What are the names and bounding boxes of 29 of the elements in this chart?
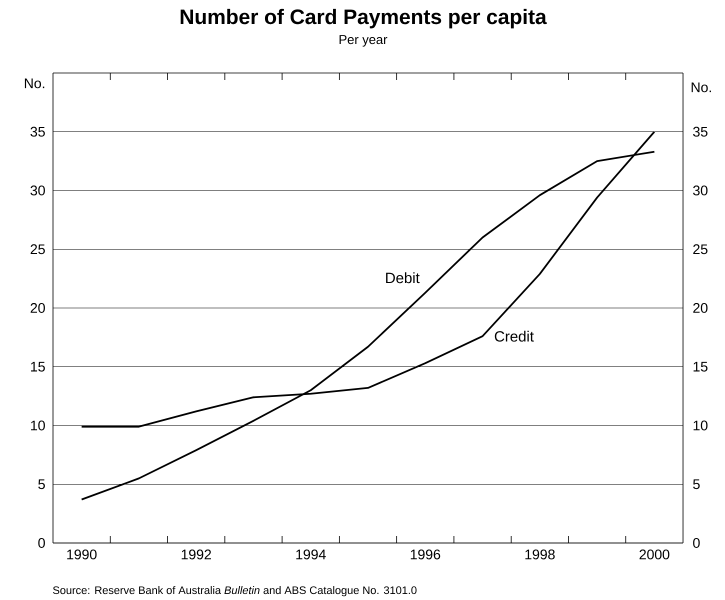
chart-title: Number of Card Payments per capita: [180, 9, 547, 29]
y-tick-label: 15: [31, 362, 45, 372]
series-label: Debit: [386, 272, 420, 284]
y-axis-title: No.: [24, 78, 44, 88]
y2-tick-label: 5: [693, 480, 700, 490]
x-tick-label: 1992: [182, 550, 211, 560]
y2-tick-label: 10: [694, 420, 708, 431]
y-tick-label: 30: [30, 186, 45, 196]
y2-tick-label: 15: [694, 362, 708, 372]
y2-axis-title: No.: [692, 82, 711, 92]
x-tick-label: 1990: [67, 550, 97, 560]
y-tick-label: 5: [38, 480, 45, 490]
y-tick-label: 0: [38, 538, 45, 548]
y-tick-label: 20: [30, 303, 45, 314]
source-note: Source: Reserve Bank of Australia Bulletin and ABS Catalogue No. 3101.0: [53, 586, 417, 596]
y2-tick-label: 25: [693, 244, 708, 254]
y2-tick-label: 35: [693, 126, 708, 137]
y2-tick-label: 30: [693, 186, 708, 196]
y2-tick-label: 20: [693, 303, 708, 314]
x-tick-label: 1996: [410, 550, 440, 560]
x-tick-label: 1998: [525, 550, 555, 560]
x-tick-label: 2000: [640, 550, 670, 560]
y2-tick-label: 0: [693, 538, 700, 548]
y-tick-label: 35: [30, 127, 45, 137]
x-tick-label: 1994: [296, 550, 326, 560]
y-tick-label: 10: [31, 420, 45, 431]
chart-subtitle: Per year: [340, 35, 388, 47]
y-tick-label: 25: [30, 244, 45, 254]
series-label: Credit: [494, 330, 534, 342]
